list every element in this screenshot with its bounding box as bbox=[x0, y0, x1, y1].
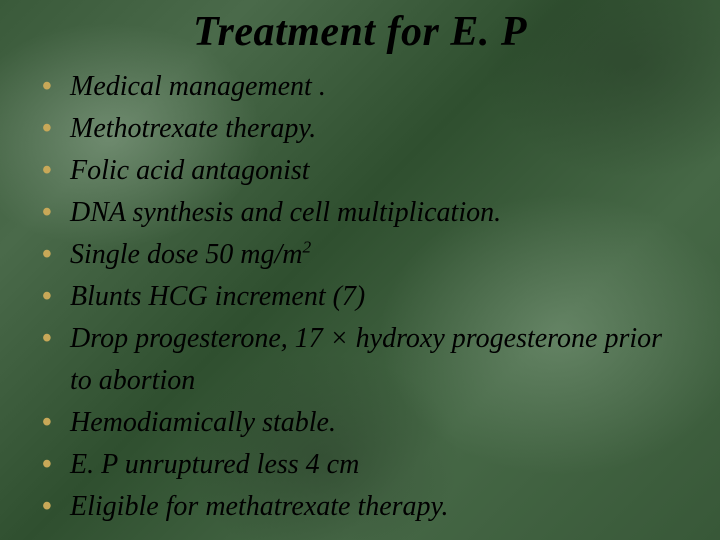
bullet-list: Medical management .Methotrexate therapy… bbox=[34, 66, 686, 528]
bullet-item: E. P unruptured less 4 cm bbox=[34, 444, 686, 486]
bullet-item: Blunts HCG increment (7) bbox=[34, 276, 686, 318]
bullet-item: Methotrexate therapy. bbox=[34, 108, 686, 150]
bullet-item: Folic acid antagonist bbox=[34, 150, 686, 192]
bullet-item: Hemodiamically stable. bbox=[34, 402, 686, 444]
bullet-item: Single dose 50 mg/m2 bbox=[34, 234, 686, 276]
bullet-item: Medical management . bbox=[34, 66, 686, 108]
bullet-item: Eligible for methatrexate therapy. bbox=[34, 486, 686, 528]
slide: Treatment for E. P Medical management .M… bbox=[0, 0, 720, 540]
bullet-item: Drop progesterone, 17 × hydroxy progeste… bbox=[34, 318, 686, 402]
slide-title: Treatment for E. P bbox=[34, 8, 686, 56]
bullet-item: DNA synthesis and cell multiplication. bbox=[34, 192, 686, 234]
